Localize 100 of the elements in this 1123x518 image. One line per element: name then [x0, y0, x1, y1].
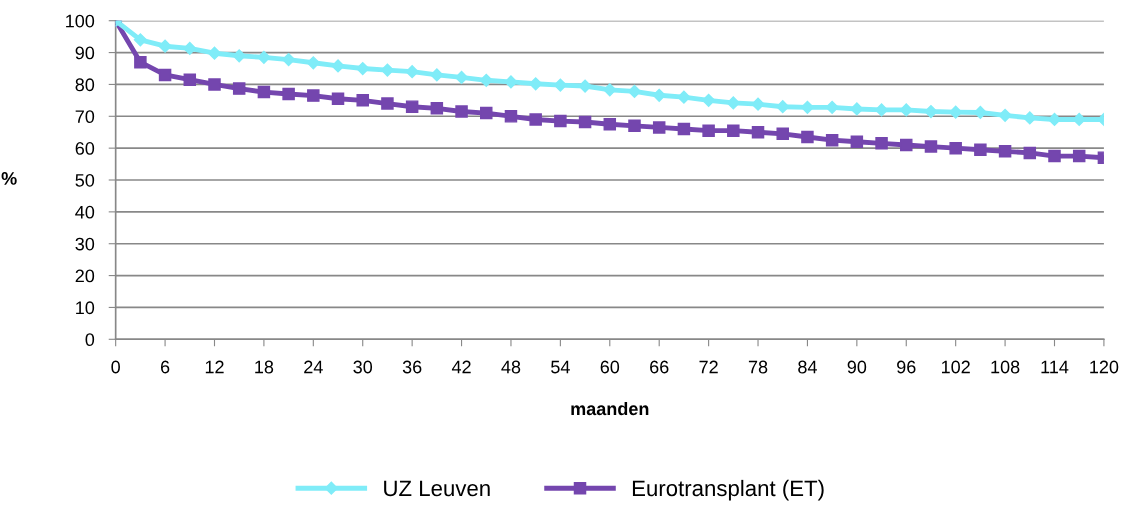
- y-tick-label: 30: [75, 237, 95, 251]
- point: [751, 125, 765, 139]
- y-tick-label: 80: [75, 78, 95, 92]
- point: [356, 94, 369, 107]
- point: [158, 39, 172, 53]
- point: [677, 122, 691, 136]
- point: [751, 97, 765, 111]
- point: [331, 92, 345, 106]
- point: [578, 79, 592, 93]
- point: [924, 104, 938, 119]
- point: [430, 68, 444, 82]
- point: [578, 115, 592, 129]
- y-tick-label: 40: [75, 205, 95, 219]
- point: [801, 130, 814, 144]
- point: [232, 49, 246, 63]
- point: [207, 46, 222, 60]
- point: [480, 106, 493, 120]
- point: [875, 137, 888, 150]
- point: [529, 113, 542, 126]
- point: [158, 68, 172, 82]
- x-tick-label: 114: [1041, 360, 1069, 374]
- point: [133, 33, 147, 47]
- point: [949, 141, 962, 155]
- x-tick-label: 66: [650, 360, 669, 374]
- x-tick-label: 72: [699, 360, 718, 374]
- point: [899, 103, 913, 117]
- point: [652, 88, 666, 102]
- x-tick-label: 108: [991, 360, 1020, 374]
- point: [356, 61, 370, 76]
- point: [726, 96, 740, 110]
- point: [1048, 149, 1061, 163]
- point: [1023, 111, 1037, 125]
- point: [307, 89, 320, 102]
- point: [430, 102, 444, 115]
- x-tick-label: 102: [941, 360, 970, 374]
- point: [183, 41, 197, 56]
- y-tick-label: 10: [76, 301, 95, 315]
- point: [627, 84, 642, 99]
- x-tick-label: 96: [897, 360, 916, 374]
- x-axis-title: maanden: [571, 401, 649, 416]
- legend-label: UZ Leuven: [384, 480, 490, 497]
- point: [949, 105, 963, 119]
- point: [702, 93, 716, 107]
- point: [208, 78, 221, 91]
- point: [974, 143, 987, 156]
- point: [257, 85, 271, 99]
- point: [1023, 146, 1037, 160]
- x-tick-label: 48: [501, 360, 521, 374]
- x-tick-label: 36: [402, 360, 422, 374]
- x-tick-label: 30: [353, 360, 373, 374]
- point: [405, 100, 419, 113]
- point: [628, 119, 641, 133]
- point: [554, 114, 567, 128]
- point: [727, 124, 740, 137]
- point: [282, 87, 295, 101]
- x-tick-label: 90: [847, 360, 867, 374]
- x-tick-label: 24: [304, 360, 323, 374]
- point: [479, 73, 493, 87]
- point: [1072, 149, 1086, 163]
- y-tick-label: 20: [75, 269, 95, 283]
- point: [850, 102, 864, 116]
- point: [405, 65, 419, 79]
- point: [702, 124, 715, 137]
- point: [232, 82, 246, 95]
- legend-label: Eurotransplant (ET): [632, 479, 824, 501]
- y-tick-label: 60: [75, 142, 95, 155]
- x-tick-label: 78: [748, 360, 768, 374]
- point: [603, 118, 617, 131]
- y-tick-label: 50: [75, 173, 95, 187]
- x-tick-label: 60: [600, 360, 620, 374]
- point: [603, 83, 617, 97]
- point: [381, 97, 394, 110]
- y-tick-label: 100: [66, 14, 95, 28]
- point: [282, 52, 296, 67]
- point: [454, 70, 469, 85]
- point: [825, 100, 839, 114]
- x-tick-label: 42: [451, 360, 471, 374]
- point: [677, 90, 691, 104]
- x-tick-label: 54: [551, 360, 570, 374]
- x-tick-label: 12: [205, 360, 224, 374]
- x-tick-label: 84: [798, 360, 817, 374]
- point: [998, 108, 1012, 122]
- point: [900, 138, 913, 152]
- point: [331, 59, 345, 73]
- y-tick-label: 70: [75, 110, 95, 124]
- point: [504, 110, 518, 123]
- point: [553, 78, 567, 92]
- point: [134, 55, 147, 69]
- point: [924, 140, 938, 153]
- y-tick-label: 90: [75, 46, 95, 60]
- x-tick-label: 18: [255, 360, 274, 374]
- point: [850, 135, 864, 149]
- point: [183, 73, 197, 86]
- point: [257, 50, 271, 64]
- point: [455, 105, 468, 118]
- x-tick-label: 6: [160, 360, 170, 374]
- y-axis-title: %: [1, 172, 17, 185]
- point: [504, 75, 518, 89]
- point: [652, 121, 666, 134]
- point: [306, 56, 320, 70]
